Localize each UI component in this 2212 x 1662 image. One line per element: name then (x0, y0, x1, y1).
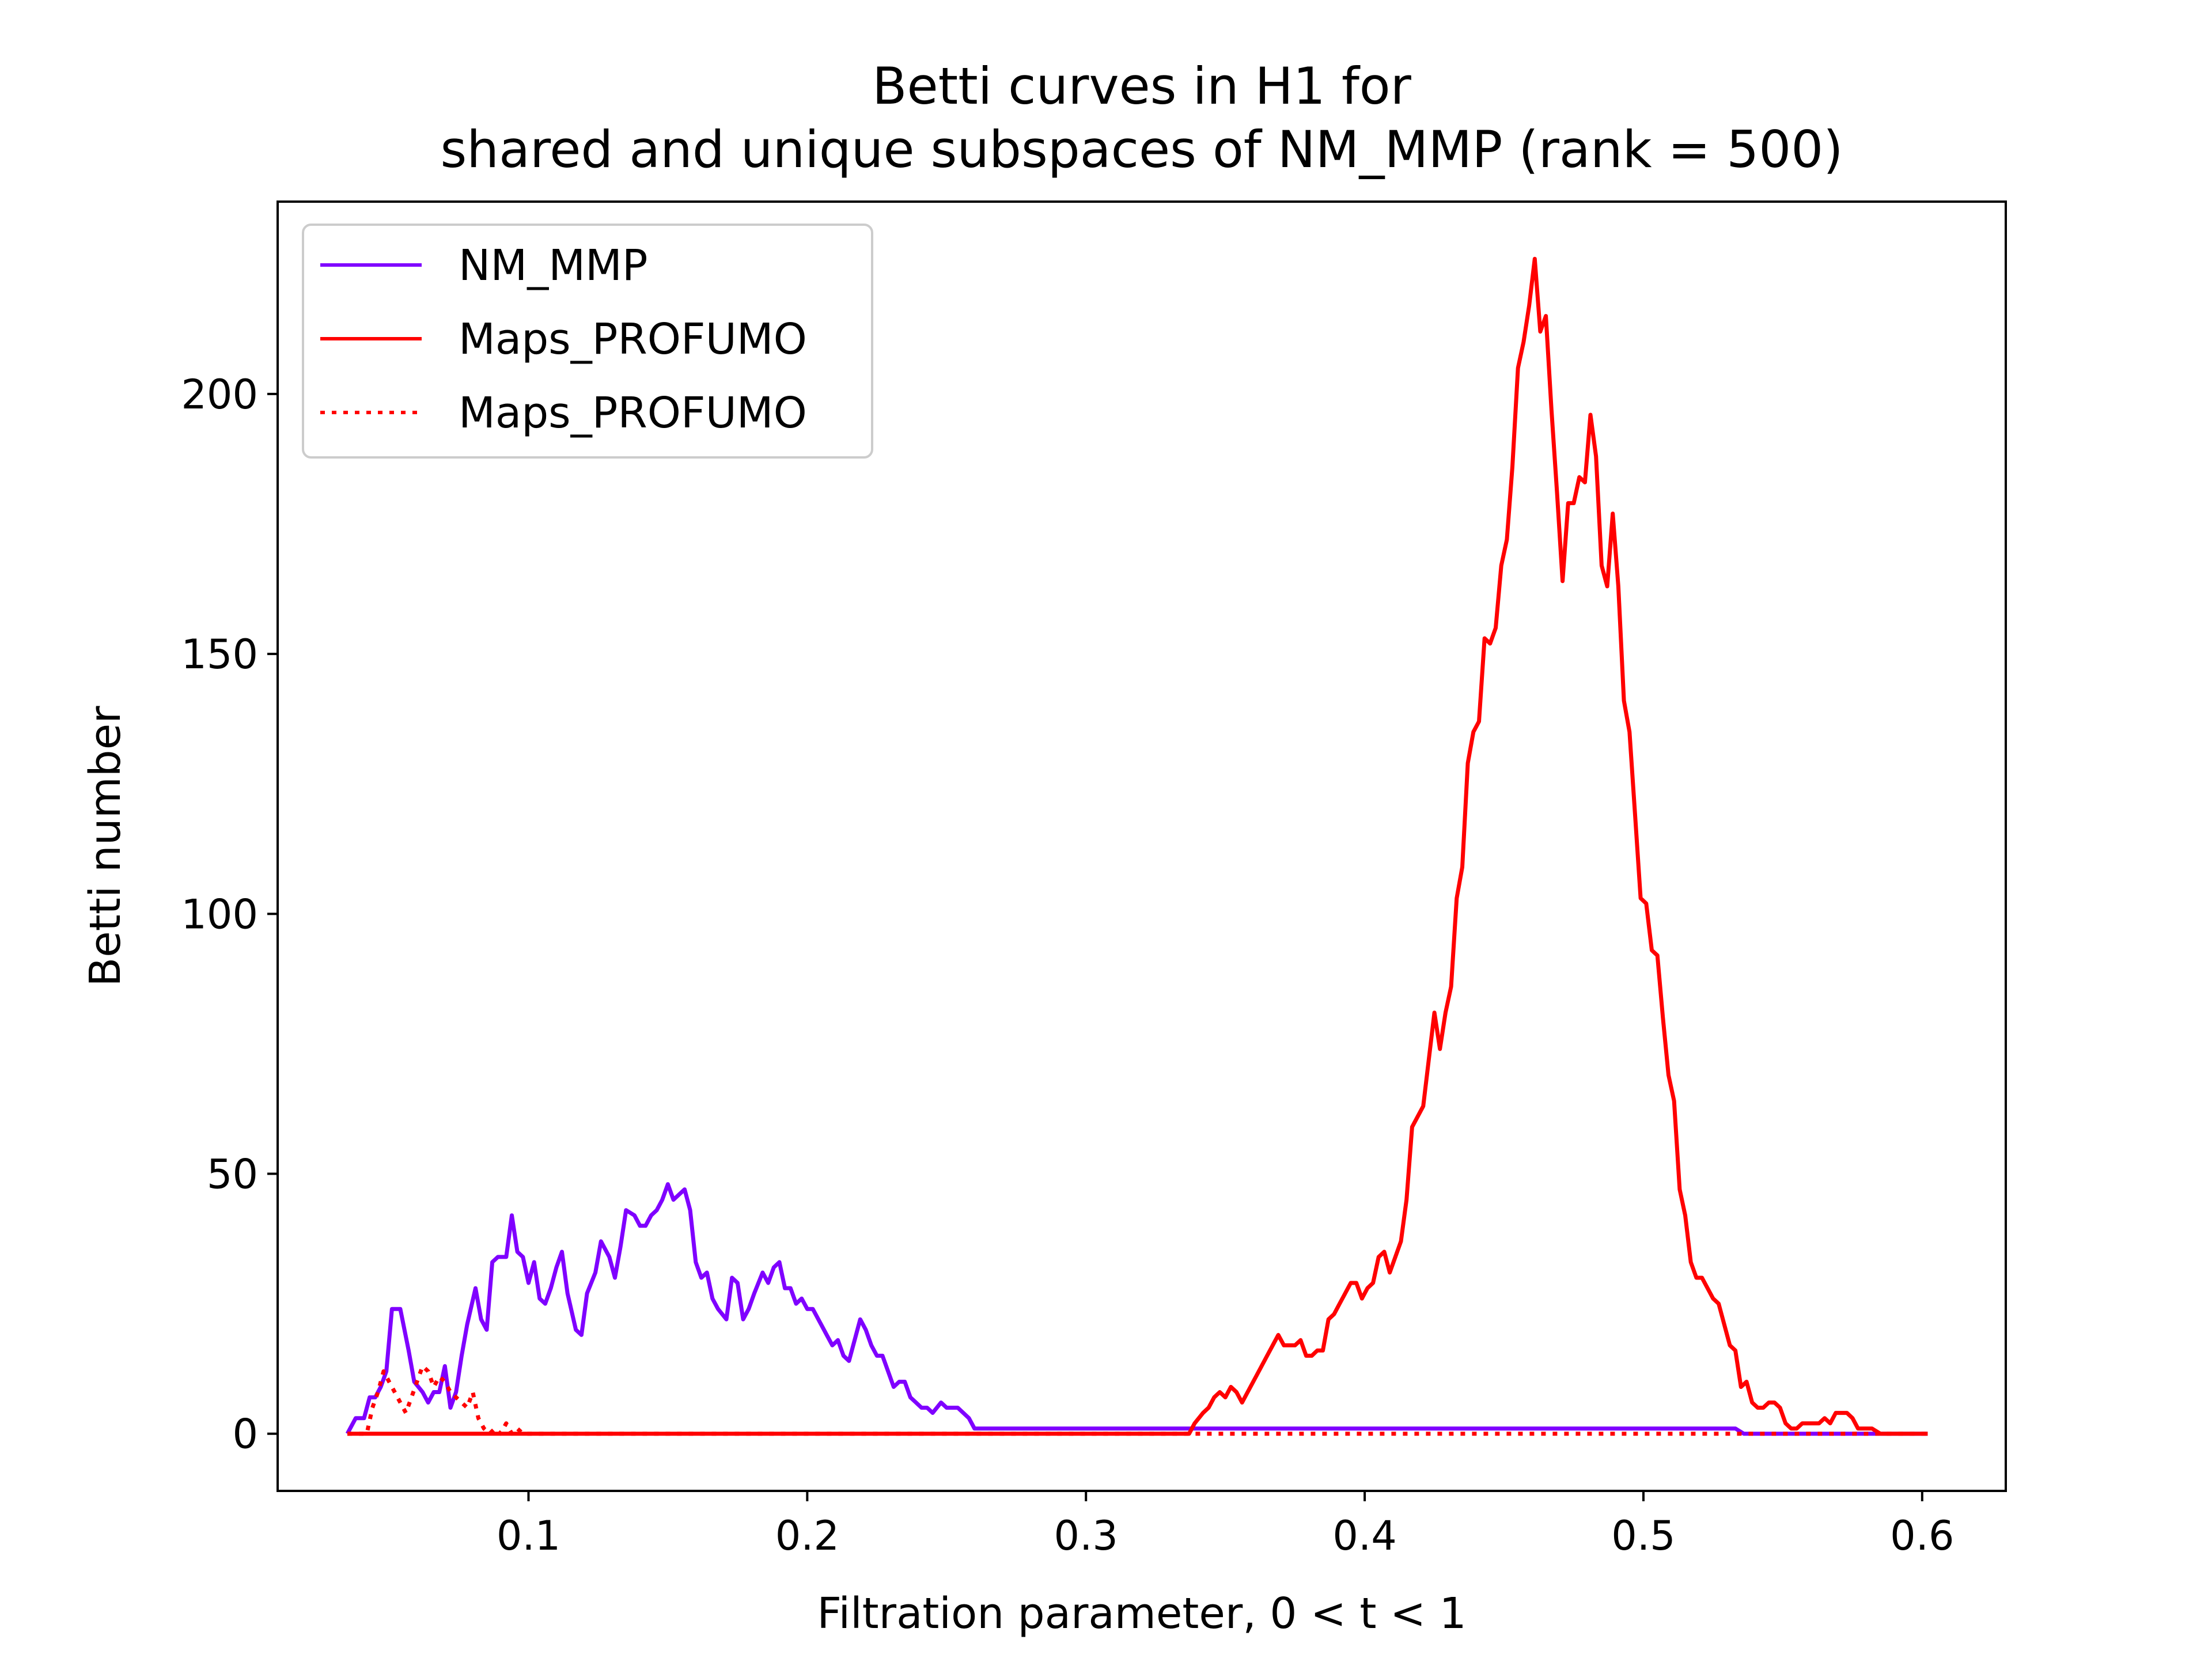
x-axis: 0.1 0.2 0.3 0.4 0.5 0.6 (497, 1491, 1955, 1559)
series-line-maps-profumo-dotted (347, 1364, 1928, 1436)
y-tick-label: 100 (181, 891, 258, 938)
x-tick-label: 0.1 (497, 1512, 560, 1559)
legend-label-nm-mmp: NM_MMP (459, 241, 648, 290)
legend-label-maps-profumo-solid: Maps_PROFUMO (459, 315, 807, 364)
y-tick-label: 200 (181, 371, 258, 418)
chart-title: Betti curves in H1 for (872, 56, 1411, 116)
y-tick-label: 50 (207, 1151, 258, 1198)
x-tick-label: 0.6 (1890, 1512, 1954, 1559)
legend: NM_MMP Maps_PROFUMO Maps_PROFUMO (302, 224, 873, 459)
y-tick-label: 150 (181, 631, 258, 678)
plot-area (345, 256, 1928, 1436)
series-layer (345, 256, 1928, 1436)
plot-frame (276, 200, 2007, 1492)
x-tick-label: 0.3 (1054, 1512, 1118, 1559)
x-tick-label: 0.5 (1611, 1512, 1675, 1559)
x-axis-label: Filtration parameter, 0 < t < 1 (817, 1589, 1466, 1638)
y-tick-label: 0 (232, 1411, 258, 1458)
x-tick-label: 0.4 (1332, 1512, 1396, 1559)
chart-subtitle: shared and unique subspaces of NM_MMP (r… (440, 120, 1843, 179)
legend-box (302, 224, 873, 459)
series-line-nm-mmp (345, 1182, 1928, 1436)
y-axis-label: Betti number (81, 706, 130, 987)
series-line-maps-profumo (347, 256, 1928, 1436)
y-axis: 0 50 100 150 200 (181, 371, 278, 1458)
legend-label-maps-profumo-dotted: Maps_PROFUMO (459, 388, 807, 438)
x-tick-label: 0.2 (775, 1512, 839, 1559)
